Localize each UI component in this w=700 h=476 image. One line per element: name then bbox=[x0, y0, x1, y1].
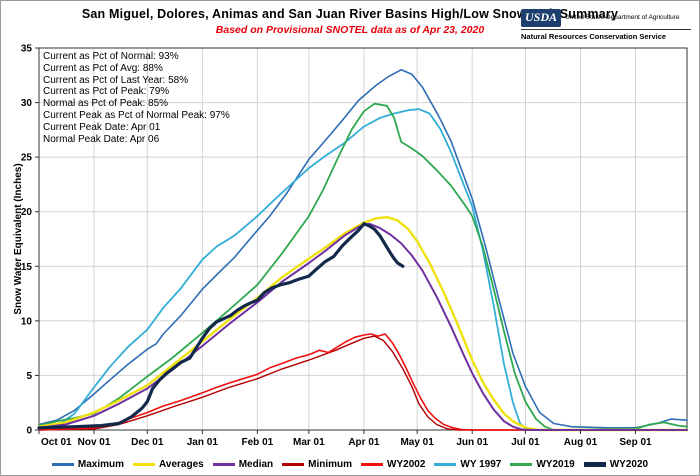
usda-logo-block: USDA United States Department of Agricul… bbox=[521, 9, 691, 41]
svg-text:Feb 01: Feb 01 bbox=[242, 437, 274, 448]
legend-swatch-wy2002 bbox=[361, 463, 384, 466]
svg-text:Nov 01: Nov 01 bbox=[78, 437, 111, 448]
stat-line-pct-lastyear: Current as Pct of Last Year: 58% bbox=[43, 74, 189, 86]
stat-line-pct-normal: Current as Pct of Normal: 93% bbox=[43, 51, 179, 62]
svg-text:Jul 01: Jul 01 bbox=[511, 437, 540, 448]
stat-line-normal-peak-date: Normal Peak Date: Apr 06 bbox=[43, 133, 160, 145]
svg-text:20: 20 bbox=[21, 207, 33, 218]
legend-item-minimum: Minimum bbox=[282, 459, 352, 470]
stat-line-peak-date: Current Peak Date: Apr 01 bbox=[43, 121, 161, 133]
svg-text:Apr 01: Apr 01 bbox=[348, 437, 380, 448]
legend-item-averages: Averages bbox=[133, 459, 204, 470]
legend-label: WY2020 bbox=[609, 459, 649, 470]
stat-line-pct-avg: Current as Pct of Avg: 88% bbox=[43, 62, 163, 74]
legend-swatch-wy2020 bbox=[583, 462, 606, 467]
svg-text:Jun 01: Jun 01 bbox=[456, 437, 488, 448]
stat-line-peak-vs-peak: Current Peak as Pct of Normal Peak: 97% bbox=[43, 109, 230, 121]
svg-text:10: 10 bbox=[21, 316, 33, 327]
svg-text:Mar 01: Mar 01 bbox=[293, 437, 325, 448]
svg-text:5: 5 bbox=[26, 371, 32, 382]
svg-text:0: 0 bbox=[26, 426, 32, 437]
legend-swatch-averages bbox=[133, 463, 156, 466]
y-axis-title: Snow Water Equivalent (Inches) bbox=[13, 163, 24, 315]
legend-swatch-wy2019 bbox=[510, 463, 533, 466]
legend-swatch-wy-1997 bbox=[434, 463, 457, 466]
usda-department-text: United States Department of Agriculture bbox=[565, 14, 680, 22]
legend-item-maximum: Maximum bbox=[51, 459, 125, 470]
stats-box: Current as Pct of Normal: 93% Current as… bbox=[43, 51, 230, 145]
stat-line-normal-peak: Normal as Pct of Peak: 85% bbox=[43, 98, 169, 110]
legend-swatch-minimum bbox=[282, 463, 305, 466]
legend-label: Minimum bbox=[308, 459, 353, 470]
svg-text:Sep 01: Sep 01 bbox=[619, 437, 652, 448]
svg-text:Oct 01: Oct 01 bbox=[41, 437, 72, 448]
usda-agency-text: Natural Resources Conservation Service bbox=[521, 32, 667, 41]
svg-text:Aug 01: Aug 01 bbox=[564, 437, 598, 448]
svg-text:35: 35 bbox=[21, 44, 33, 55]
stat-line-pct-peak: Current as Pct of Peak: 79% bbox=[43, 86, 170, 98]
legend: Maximum Averages Median Minimum WY2002 WY 199… bbox=[1, 459, 699, 470]
legend-item-wy2020: WY2020 bbox=[583, 459, 649, 470]
legend-label: WY 1997 bbox=[460, 459, 502, 470]
svg-text:30: 30 bbox=[21, 98, 33, 109]
svg-text:15: 15 bbox=[21, 262, 33, 273]
chart-title: San Miguel, Dolores, Animas and San Juan… bbox=[81, 7, 619, 21]
svg-text:May 01: May 01 bbox=[400, 437, 434, 448]
legend-label: Maximum bbox=[77, 459, 125, 470]
legend-label: WY2019 bbox=[536, 459, 575, 470]
legend-swatch-median bbox=[212, 463, 235, 466]
legend-item-wy-1997: WY 1997 bbox=[434, 459, 501, 470]
legend-swatch-maximum bbox=[51, 463, 74, 466]
svg-text:25: 25 bbox=[21, 153, 33, 164]
usda-logo: USDA bbox=[521, 9, 562, 27]
usda-header-row: USDA United States Department of Agricul… bbox=[521, 9, 691, 30]
legend-label: Averages bbox=[159, 459, 204, 470]
legend-item-median: Median bbox=[212, 459, 274, 470]
chart-subtitle: Based on Provisional SNOTEL data as of A… bbox=[215, 24, 485, 36]
legend-label: WY2002 bbox=[387, 459, 426, 470]
legend-item-wy2002: WY2002 bbox=[361, 459, 425, 470]
svg-text:Jan 01: Jan 01 bbox=[187, 437, 219, 448]
legend-label: Median bbox=[238, 459, 274, 470]
legend-item-wy2019: WY2019 bbox=[510, 459, 575, 470]
svg-text:Dec 01: Dec 01 bbox=[131, 437, 164, 448]
